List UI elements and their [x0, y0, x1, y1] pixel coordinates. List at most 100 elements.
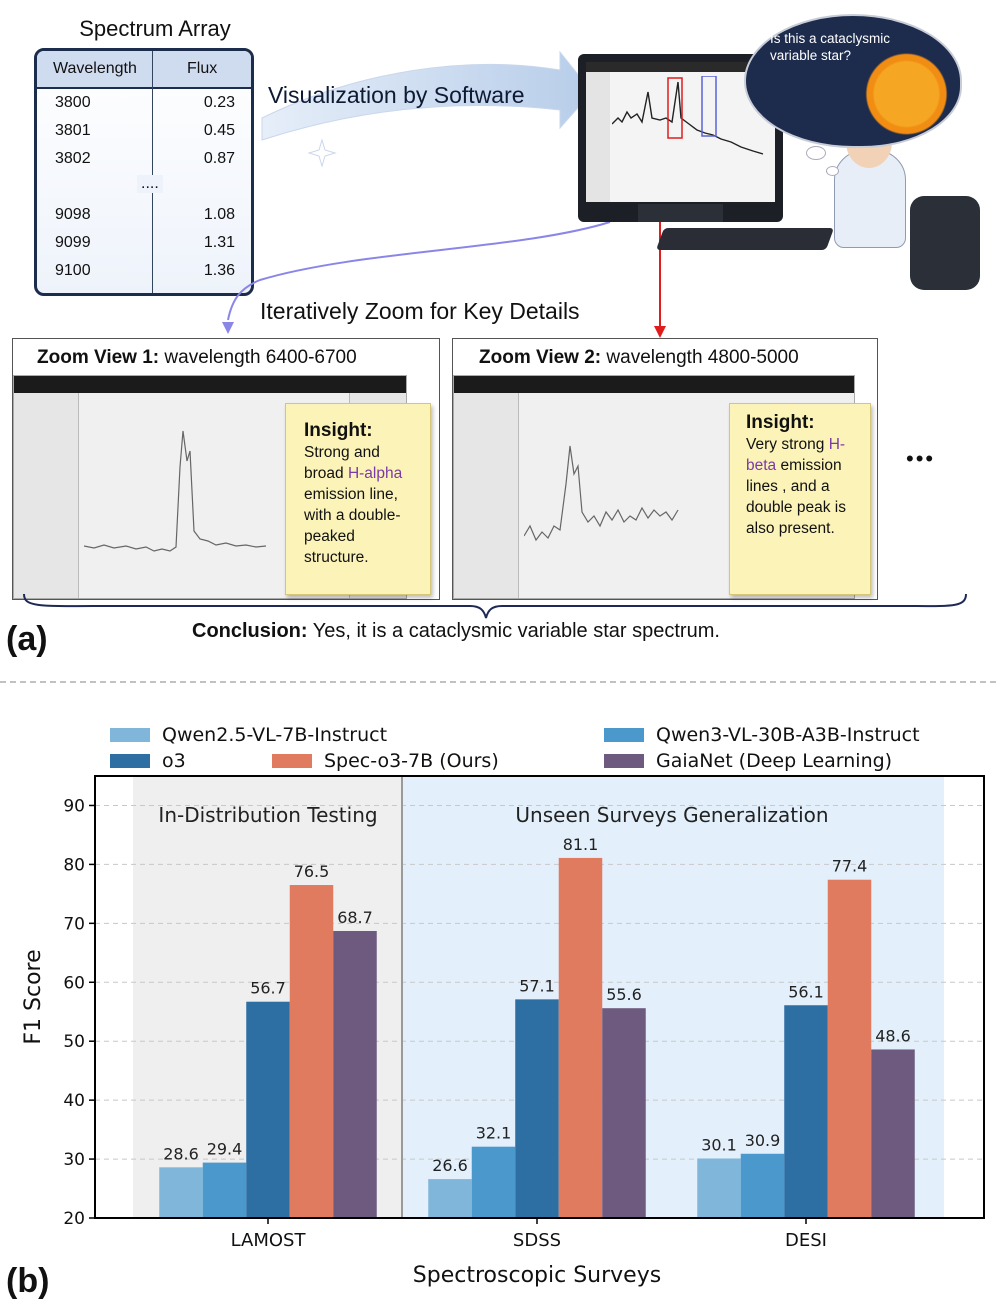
spectrum-plot	[612, 76, 764, 155]
data-label: 56.1	[788, 982, 824, 1001]
legend-swatch	[604, 728, 644, 742]
data-label: 26.6	[432, 1156, 468, 1175]
legend-swatch	[604, 754, 644, 768]
bar	[202, 1162, 247, 1218]
bar	[289, 885, 334, 1218]
thought-bubble	[744, 14, 962, 148]
data-label: 57.1	[519, 976, 555, 995]
table-cell: 3800	[55, 94, 91, 111]
spectrum-array-title: Spectrum Array	[79, 16, 231, 41]
zoom-view-1-title: Zoom View 1: wavelength 6400-6700	[37, 347, 357, 368]
insight-title: Insight:	[746, 412, 815, 433]
region-label: Unseen Surveys Generalization	[515, 803, 828, 827]
data-label: 56.7	[250, 979, 286, 998]
bar	[471, 1146, 516, 1218]
bar	[871, 1049, 915, 1218]
thought-text: Is this a cataclysmic variable star?	[770, 31, 891, 63]
insight-title: Insight:	[304, 420, 373, 441]
legend-item: Qwen3-VL-30B-A3B-Instruct	[604, 724, 920, 746]
insight-note-1: Insight: Strong and broad H-alpha emissi…	[285, 403, 431, 595]
flow-arrows	[222, 50, 666, 338]
data-label: 76.5	[294, 862, 330, 881]
bar	[740, 1153, 785, 1218]
bar	[602, 1008, 646, 1218]
arrowhead-icon	[654, 326, 666, 338]
zoom-view-1: Zoom View 1: wavelength 6400-6700 Insigh…	[12, 338, 440, 600]
bar	[159, 1167, 203, 1218]
thought-dot	[806, 146, 826, 160]
header-wavelength: Wavelength	[53, 60, 137, 77]
x-tick-label: LAMOST	[231, 1230, 307, 1251]
bar	[428, 1179, 472, 1218]
x-tick-label: SDSS	[513, 1230, 561, 1251]
y-tick-label: 20	[63, 1209, 85, 1229]
h-alpha-plot	[84, 430, 267, 552]
keyboard	[655, 228, 835, 250]
zoom-view-2: Zoom View 2: wavelength 4800-5000 Insigh…	[452, 338, 878, 600]
y-tick-label: 30	[63, 1150, 85, 1170]
x-axis-label: Spectroscopic Surveys	[413, 1263, 661, 1288]
more-ellipsis: •••	[906, 446, 936, 471]
visualization-label: Visualization by Software	[268, 82, 525, 108]
f1-score-chart: In-Distribution Testing Unseen Surveys Ge…	[21, 775, 985, 1288]
table-cell: 9100	[55, 262, 91, 279]
table-cell: 9099	[55, 234, 91, 251]
zoom-arrow-left	[227, 221, 611, 321]
legend-swatch	[110, 754, 150, 768]
conclusion-text: Conclusion: Yes, it is a cataclysmic var…	[192, 620, 720, 642]
chair	[910, 196, 980, 290]
data-label: 30.9	[745, 1131, 781, 1150]
table-cell: 1.36	[203, 262, 235, 279]
y-tick-label: 40	[63, 1091, 85, 1111]
data-label: 28.6	[163, 1144, 199, 1163]
arrowhead-icon	[222, 322, 234, 334]
table-cell: 1.31	[203, 234, 235, 251]
data-label: 81.1	[563, 835, 599, 854]
table-ellipsis: ....	[137, 175, 163, 193]
legend-swatch	[272, 754, 312, 768]
bar	[558, 857, 603, 1218]
y-tick-label: 60	[63, 973, 85, 993]
table-cell: 3801	[55, 122, 91, 139]
software-screen	[586, 62, 775, 202]
table-cell: 0.23	[203, 94, 235, 111]
visualization-arrow	[261, 50, 593, 141]
bar	[827, 879, 872, 1218]
x-tick-label: DESI	[785, 1230, 827, 1251]
bar	[333, 930, 377, 1218]
table-cell: 1.08	[203, 206, 235, 223]
legend-item: Spec-o3-7B (Ours)	[272, 750, 499, 772]
data-label: 30.1	[701, 1135, 737, 1154]
y-axis-label: F1 Score	[21, 949, 46, 1044]
insight-note-2: Insight: Very strong H-beta emission lin…	[729, 403, 871, 595]
bar	[515, 999, 559, 1218]
zoom-label: Iteratively Zoom for Key Details	[260, 298, 580, 324]
bar	[697, 1158, 741, 1218]
region-label: In-Distribution Testing	[158, 803, 377, 827]
insight-text: Very strong H-beta emission lines , and …	[746, 436, 846, 537]
panel-label-a: (a)	[6, 620, 48, 658]
monitor-illustration	[578, 54, 783, 222]
zoom-view-2-title: Zoom View 2: wavelength 4800-5000	[479, 347, 799, 368]
data-label: 68.7	[337, 908, 373, 927]
thought-dot	[826, 166, 839, 176]
legend-item: GaiaNet (Deep Learning)	[604, 750, 892, 772]
data-label: 29.4	[207, 1140, 243, 1159]
insight-text: Strong and broad H-alpha emission line, …	[304, 444, 403, 566]
legend-item: o3	[110, 750, 186, 772]
plot-frame	[94, 775, 985, 1219]
header-flux: Flux	[187, 60, 218, 77]
table-cell: 0.45	[203, 122, 235, 139]
y-tick-label: 90	[63, 796, 85, 816]
h-beta-plot	[524, 445, 679, 542]
legend-item: Qwen2.5-VL-7B-Instruct	[110, 724, 387, 746]
section-divider	[0, 681, 996, 683]
bar	[784, 1005, 828, 1218]
conclusion-brace	[23, 593, 967, 619]
y-tick-label: 80	[63, 855, 85, 875]
table-cell: 9098	[55, 206, 91, 223]
data-label: 55.6	[606, 985, 642, 1004]
y-tick-label: 50	[63, 1032, 85, 1052]
data-label: 32.1	[476, 1124, 512, 1143]
sparkle-icon	[307, 138, 337, 168]
